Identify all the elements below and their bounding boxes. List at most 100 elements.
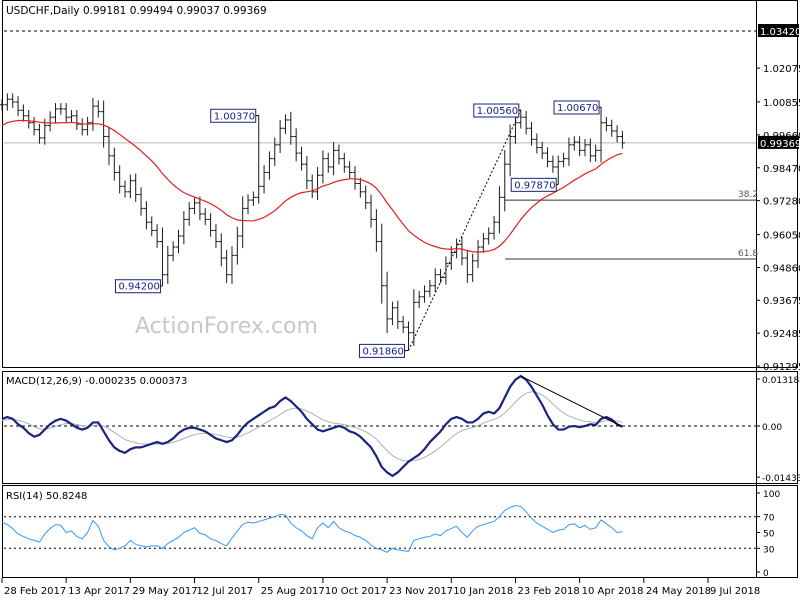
price-bar (79, 118, 85, 136)
price-bar (507, 124, 513, 177)
price-bar (502, 150, 508, 212)
price-bar (277, 120, 283, 154)
pivot-label: 1.00370 (214, 111, 255, 122)
x-tick-label: 23 Nov 2017 (389, 586, 453, 597)
pane-frame-rsi (2, 485, 798, 578)
price-bar (272, 137, 278, 166)
resistance-label: 1.03420 (760, 27, 800, 38)
price-bar (63, 103, 69, 124)
price-bar (240, 196, 246, 249)
macd-y-tick-label: -0.014339 (762, 474, 800, 484)
price-bar (577, 136, 583, 157)
price-bar (411, 289, 417, 346)
rsi-y-tick-label: 70 (763, 514, 775, 524)
price-bar (384, 271, 390, 333)
price-bar (325, 152, 331, 173)
price-bar (512, 115, 518, 144)
price-bar (379, 223, 385, 304)
x-tick-label: 13 Apr 2017 (68, 586, 130, 597)
macd-line (1, 374, 623, 478)
macd-title: MACD(12,26,9) -0.000235 0.000373 (6, 376, 187, 387)
price-bar (170, 241, 176, 262)
price-y-tick-label: 1.02075 (763, 64, 800, 75)
fib-level-label: 61.8 (738, 249, 758, 259)
price-bar (47, 111, 53, 132)
price-bar (486, 227, 492, 245)
pivot-leader (404, 349, 409, 352)
pivot-label: 1.00560 (477, 106, 518, 117)
price-bar (331, 142, 337, 176)
pivot-label-box (510, 177, 557, 192)
price-bar (357, 177, 363, 198)
pane-frame-price (2, 0, 798, 368)
price-bar (518, 110, 524, 129)
price-bar (336, 144, 342, 165)
price-bar (593, 144, 599, 162)
price-bar (52, 103, 58, 124)
rsi-y-tick-label: 100 (763, 490, 780, 500)
last-price-label: 0.99369 (760, 139, 800, 150)
pivot-label: 1.00670 (557, 103, 598, 114)
price-bar (58, 103, 64, 115)
last-price-label-bg (758, 135, 799, 149)
rsi-line (1, 505, 623, 553)
price-bar (432, 268, 438, 293)
price-bar (443, 256, 449, 285)
price-bar (550, 155, 556, 173)
price-bar (539, 141, 545, 159)
price-bar (304, 155, 310, 189)
price-bar (529, 121, 534, 146)
pivot-label-box (358, 343, 405, 358)
pivot-label: 0.97870 (514, 180, 555, 191)
price-bar (395, 300, 401, 329)
price-bar (347, 161, 353, 179)
pivot-label-box (114, 279, 161, 294)
price-bar (555, 155, 561, 185)
price-bar (405, 321, 411, 351)
price-bar (197, 196, 203, 221)
x-tick-label: 10 Apr 2018 (582, 586, 644, 597)
x-tick-label: 29 May 2017 (132, 586, 197, 597)
price-bar (245, 194, 251, 215)
price-bar (192, 197, 198, 215)
price-bar (85, 116, 91, 136)
price-pane: ActionForex.com USDCHF,Daily 0.99181 0.99… (0, 5, 800, 373)
price-bar (389, 301, 395, 326)
pivot-label-box (210, 108, 257, 123)
x-tick-label: 10 Jan 2018 (453, 586, 513, 597)
pane-frame-macd (2, 371, 798, 484)
macd-signal-line (1, 391, 623, 462)
price-bar (416, 290, 422, 309)
price-bar (373, 209, 379, 252)
price-bar (352, 166, 358, 190)
price-bar (133, 173, 139, 202)
price-bar (74, 110, 80, 130)
price-bar (90, 97, 96, 131)
price-bar (31, 116, 37, 136)
price-bar (117, 165, 123, 194)
price-bar (20, 104, 26, 122)
price-bar (0, 98, 5, 111)
price-bar (261, 165, 267, 194)
price-trendline (408, 109, 522, 351)
macd-trendline (520, 375, 623, 428)
x-tick-label: 10 Oct 2017 (325, 586, 387, 597)
price-bar (315, 167, 321, 201)
price-bar (208, 213, 214, 237)
price-bar (122, 180, 128, 198)
price-bar (320, 150, 326, 184)
price-bar (363, 185, 369, 210)
price-y-tick-label: 1.00855 (763, 98, 800, 109)
rsi-title: RSI(14) 50.8248 (6, 491, 87, 502)
price-bar (614, 125, 620, 143)
pivot-label-box (553, 100, 600, 115)
price-bar (619, 130, 625, 149)
price-y-tick-label: 0.92485 (763, 329, 800, 340)
price-bar (470, 253, 476, 282)
price-bar (309, 174, 315, 199)
